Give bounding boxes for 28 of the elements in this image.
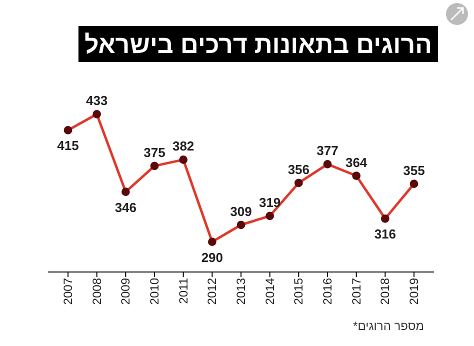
data-label: 415	[57, 138, 79, 154]
x-tick-label: 2019	[407, 278, 421, 305]
chart-title: הרוגים בתאונות דרכים בישראל	[84, 31, 432, 59]
data-label: 364	[345, 154, 368, 170]
x-tick-label: 2011	[176, 278, 190, 304]
data-label: 377	[316, 143, 338, 158]
data-label: 346	[114, 200, 137, 215]
data-label: 356	[288, 162, 310, 177]
x-tick-label: 2013	[234, 278, 248, 305]
data-label: 382	[172, 138, 194, 154]
x-tick-label: 2012	[205, 278, 220, 305]
x-tick-label: 2014	[262, 278, 277, 305]
x-tick-label: 2009	[118, 278, 133, 305]
data-label: 433	[86, 93, 108, 108]
x-tick-label: 2007	[61, 278, 75, 305]
data-label: 309	[230, 204, 252, 219]
x-tick-label: 2015	[292, 278, 306, 305]
x-tick-label: 2008	[90, 278, 104, 305]
data-label: 375	[144, 144, 166, 160]
data-label: 316	[374, 226, 396, 242]
x-tick-label: 2010	[148, 278, 162, 305]
text: *מספר הרוגים	[353, 319, 424, 333]
x-tick-label: 2016	[320, 278, 334, 305]
data-label: 290	[201, 250, 224, 265]
data-label: 319	[258, 194, 281, 210]
x-tick-label: 2018	[378, 278, 392, 305]
data-label: 355	[403, 162, 425, 178]
x-tick-label: 2017	[349, 278, 364, 305]
